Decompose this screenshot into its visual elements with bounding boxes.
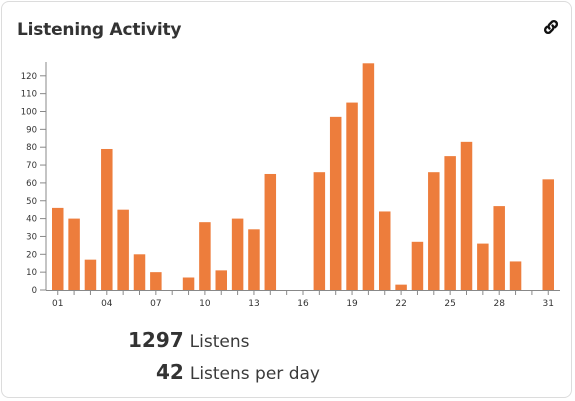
listens-per-day-label: Listens per day: [189, 364, 320, 384]
link-icon: [543, 19, 559, 35]
bar-day-11: [215, 270, 227, 290]
y-tick-label: 110: [21, 90, 37, 100]
bar-day-02: [68, 218, 80, 290]
bar-day-03: [84, 259, 97, 290]
y-tick-label: 0: [32, 286, 37, 296]
bar-day-14: [264, 173, 277, 290]
bar-day-31: [542, 179, 554, 290]
x-tick-label: 04: [101, 299, 113, 309]
bar-day-12: [231, 218, 244, 290]
bar-day-10: [199, 222, 211, 290]
bar-day-26: [460, 141, 473, 290]
bar-day-07: [150, 272, 162, 290]
bar-day-20: [362, 63, 375, 291]
y-tick-label: 90: [26, 125, 37, 135]
y-tick-label: 10: [26, 268, 37, 278]
x-tick-label: 07: [150, 299, 161, 309]
y-tick-label: 70: [26, 161, 37, 171]
bar-day-27: [477, 243, 489, 290]
y-tick-label: 100: [21, 108, 37, 118]
bar-day-05: [117, 209, 129, 290]
link-button[interactable]: [540, 16, 562, 38]
x-tick-label: 19: [346, 299, 358, 309]
total-listens: 1297 Listens: [128, 328, 249, 354]
y-tick-label: 40: [26, 215, 37, 225]
bar-day-19: [346, 102, 358, 290]
total-listens-value: 1297: [128, 328, 184, 352]
bar-day-18: [329, 116, 342, 290]
x-axis-ticks: 01 04 07 10 13 16 19 22 25 28 31: [52, 291, 554, 309]
bar-day-13: [248, 229, 260, 290]
bar-day-17: [313, 172, 326, 290]
x-tick-label: 01: [52, 299, 63, 309]
y-tick-label: 50: [26, 197, 37, 207]
listens-per-day: 42 Listens per day: [156, 360, 320, 386]
x-tick-label: 10: [199, 299, 211, 309]
bar-day-25: [444, 156, 456, 290]
bar-day-21: [379, 211, 391, 290]
x-tick-label: 25: [444, 299, 455, 309]
listens-per-day-value: 42: [156, 360, 184, 384]
card-title: Listening Activity: [17, 20, 182, 40]
bar-day-04: [101, 148, 113, 290]
x-tick-label: 16: [297, 299, 309, 309]
bar-day-09: [182, 277, 195, 290]
y-tick-label: 30: [26, 232, 37, 242]
x-tick-label: 22: [395, 299, 406, 309]
bar-day-23: [411, 241, 424, 290]
y-tick-label: 120: [21, 72, 37, 82]
bar-day-06: [133, 254, 146, 290]
y-tick-label: 20: [26, 250, 37, 260]
y-axis-ticks: 0 10 20 30 40 50 60 70 80 90 100 110 120: [21, 72, 46, 296]
y-tick-label: 60: [26, 179, 37, 189]
y-tick-label: 80: [26, 143, 37, 153]
bar-day-29: [509, 261, 522, 290]
x-tick-label: 28: [493, 299, 505, 309]
x-tick-label: 13: [248, 299, 259, 309]
bar-day-24: [428, 172, 440, 290]
bars: [52, 63, 554, 291]
bar-day-22: [395, 284, 407, 290]
total-listens-label: Listens: [189, 332, 250, 352]
bar-day-28: [493, 206, 505, 290]
x-tick-label: 31: [543, 299, 554, 309]
bar-day-01: [52, 207, 64, 290]
